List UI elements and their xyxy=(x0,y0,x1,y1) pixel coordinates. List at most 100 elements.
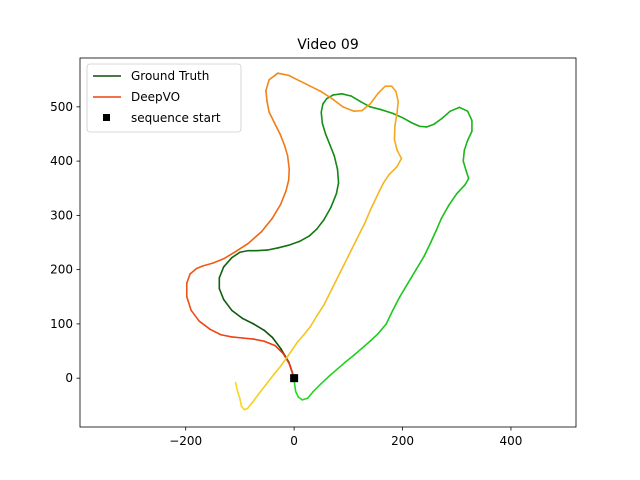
series-segment-deepvo xyxy=(212,257,225,264)
y-tick-label: 200 xyxy=(50,263,73,277)
y-tick-label: 0 xyxy=(65,371,73,385)
series-segment-deepvo xyxy=(209,328,222,336)
series-segment-deepvo xyxy=(390,85,397,93)
legend-label-deepvo: DeepVO xyxy=(131,90,180,104)
series-segment-ground-truth xyxy=(266,247,279,251)
series-segment-deepvo xyxy=(268,72,279,81)
series-segment-ground-truth xyxy=(321,122,327,135)
series-segment-deepvo xyxy=(257,383,267,396)
series-segment-ground-truth xyxy=(385,309,394,325)
series-segment-ground-truth xyxy=(391,112,404,119)
series-segment-ground-truth xyxy=(335,182,340,195)
series-segment-deepvo xyxy=(303,325,312,336)
series-segment-ground-truth xyxy=(330,192,338,209)
series-segment-deepvo xyxy=(273,122,281,135)
series-segment-deepvo xyxy=(222,251,236,260)
series-segment-deepvo xyxy=(352,109,363,112)
series-segment-ground-truth xyxy=(328,368,339,377)
series-segment-deepvo xyxy=(323,287,333,306)
series-segment-deepvo xyxy=(394,111,398,127)
series-segment-ground-truth xyxy=(352,347,363,357)
series-segment-ground-truth xyxy=(336,168,340,184)
series-segment-ground-truth xyxy=(462,160,468,173)
series-segment-ground-truth xyxy=(320,375,331,385)
y-tick-label: 100 xyxy=(50,317,73,331)
series-segment-ground-truth xyxy=(222,298,233,312)
series-segment-deepvo xyxy=(195,265,204,270)
series-segment-deepvo xyxy=(266,100,270,114)
series-segment-ground-truth xyxy=(324,133,331,146)
series-segment-deepvo xyxy=(377,85,386,95)
series-segment-ground-truth xyxy=(423,241,432,257)
series-segment-deepvo xyxy=(283,144,289,157)
series-segment-ground-truth xyxy=(308,228,318,237)
series-segment-deepvo xyxy=(252,338,266,343)
series-segment-deepvo xyxy=(388,165,398,176)
series-segment-deepvo xyxy=(265,89,268,103)
series-segment-deepvo xyxy=(363,206,373,225)
series-segment-ground-truth xyxy=(411,122,421,128)
series-segment-deepvo xyxy=(286,154,291,171)
series-segment-deepvo xyxy=(198,320,211,331)
legend-box xyxy=(86,63,242,133)
series-segment-ground-truth xyxy=(294,390,300,398)
x-tick-label: −200 xyxy=(169,434,202,448)
series-segment-ground-truth xyxy=(263,329,274,339)
series-segment-deepvo xyxy=(220,333,233,338)
series-segment-ground-truth xyxy=(415,255,426,271)
series-segment-deepvo xyxy=(279,133,286,146)
series-segment-deepvo xyxy=(285,350,293,360)
series-segment-ground-truth xyxy=(320,103,324,114)
series-segment-ground-truth xyxy=(462,149,466,162)
series-segment-ground-truth xyxy=(241,317,255,325)
series-segment-ground-truth xyxy=(464,177,470,186)
series-segment-deepvo xyxy=(272,365,282,376)
series-segment-ground-truth xyxy=(320,111,324,124)
series-segment-deepvo xyxy=(251,393,260,404)
series-segment-ground-truth xyxy=(426,123,435,128)
series-segment-deepvo xyxy=(316,304,325,317)
series-segment-deepvo xyxy=(265,78,270,92)
series-segment-deepvo xyxy=(355,222,366,241)
series-segment-deepvo xyxy=(230,336,244,339)
marker-sequence-start xyxy=(290,374,299,383)
series-segment-ground-truth xyxy=(407,268,417,284)
x-tick-label: 200 xyxy=(391,434,414,448)
series-segment-deepvo xyxy=(190,309,201,322)
series-segment-ground-truth xyxy=(329,144,336,157)
series-segment-ground-truth xyxy=(435,217,443,232)
series-segment-ground-truth xyxy=(401,116,414,124)
series-segment-deepvo xyxy=(320,90,333,100)
series-segment-deepvo xyxy=(247,230,263,245)
series-segment-ground-truth xyxy=(252,323,266,332)
markers-layer xyxy=(290,374,299,383)
series-segment-ground-truth xyxy=(419,125,428,128)
series-segment-deepvo xyxy=(370,192,379,209)
series-segment-deepvo xyxy=(185,295,192,312)
series-segment-deepvo xyxy=(331,271,341,290)
series-segment-deepvo xyxy=(268,111,276,124)
series-segment-deepvo xyxy=(285,179,290,192)
series-segment-ground-truth xyxy=(222,256,233,268)
series-layer xyxy=(185,72,473,411)
series-segment-ground-truth xyxy=(230,251,241,259)
axes-frame xyxy=(79,57,577,428)
series-segment-ground-truth xyxy=(466,110,473,122)
series-segment-deepvo xyxy=(290,342,298,352)
series-segment-deepvo xyxy=(369,92,379,105)
series-segment-ground-truth xyxy=(377,323,388,335)
series-segment-deepvo xyxy=(339,255,350,274)
series-segment-ground-truth xyxy=(298,235,311,243)
series-segment-deepvo xyxy=(185,273,191,284)
series-segment-ground-truth xyxy=(306,390,314,400)
series-segment-ground-truth xyxy=(433,117,443,126)
series-segment-ground-truth xyxy=(218,287,225,301)
series-segment-deepvo xyxy=(309,314,318,328)
series-segment-ground-truth xyxy=(255,249,268,252)
series-line-deepvo xyxy=(185,72,403,411)
series-segment-ground-truth xyxy=(458,106,469,112)
series-segment-deepvo xyxy=(377,182,385,195)
series-segment-deepvo xyxy=(263,340,276,347)
